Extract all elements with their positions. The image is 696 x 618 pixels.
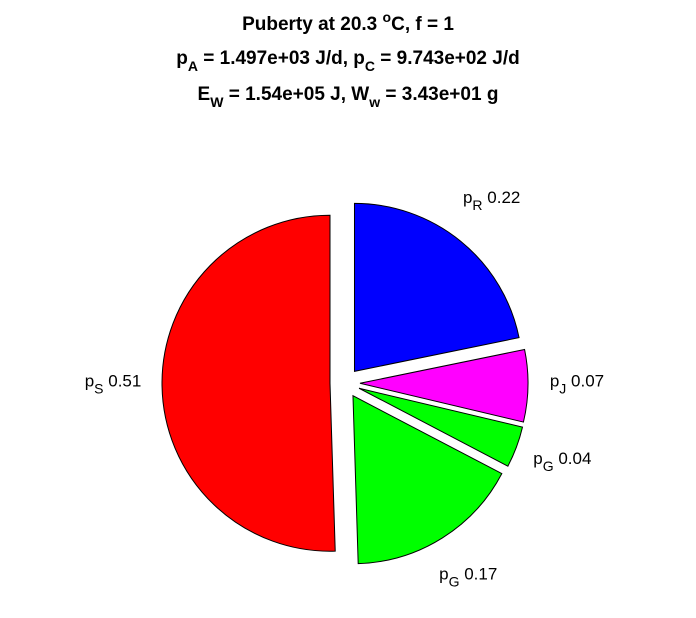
slice-label: pS 0.51 <box>85 372 142 397</box>
label-sub: G <box>543 458 554 474</box>
label-value: 0.17 <box>464 565 497 584</box>
chart-title: pA = 1.497e+03 J/d, pC = 9.743e+02 J/d <box>176 48 519 74</box>
label-name: p <box>439 565 448 584</box>
label-value: 0.07 <box>571 372 604 391</box>
pie-slice <box>161 214 336 552</box>
pie-slice <box>352 394 503 565</box>
slice-label: pG 0.04 <box>533 449 591 474</box>
chart-title: EW = 1.54e+05 J, Ww = 3.43e+01 g <box>198 84 499 110</box>
label-sub: J <box>559 381 566 397</box>
label-sub: G <box>449 574 460 590</box>
label-sub: R <box>472 197 482 213</box>
label-value: 0.04 <box>558 449 591 468</box>
label-value: 0.51 <box>108 372 141 391</box>
label-name: p <box>85 372 94 391</box>
slice-label: pG 0.17 <box>439 565 497 590</box>
slice-label: pR 0.22 <box>463 188 520 213</box>
pie-slice <box>353 202 520 372</box>
label-name: p <box>550 372 559 391</box>
pie-slice <box>359 348 529 423</box>
label-value: 0.22 <box>487 188 520 207</box>
label-sub: S <box>94 381 103 397</box>
pie-slice <box>358 387 524 467</box>
label-name: p <box>463 188 472 207</box>
label-name: p <box>533 449 542 468</box>
slice-label: pJ 0.07 <box>550 372 604 397</box>
chart-title: Puberty at 20.3 oC, f = 1 <box>242 9 454 35</box>
